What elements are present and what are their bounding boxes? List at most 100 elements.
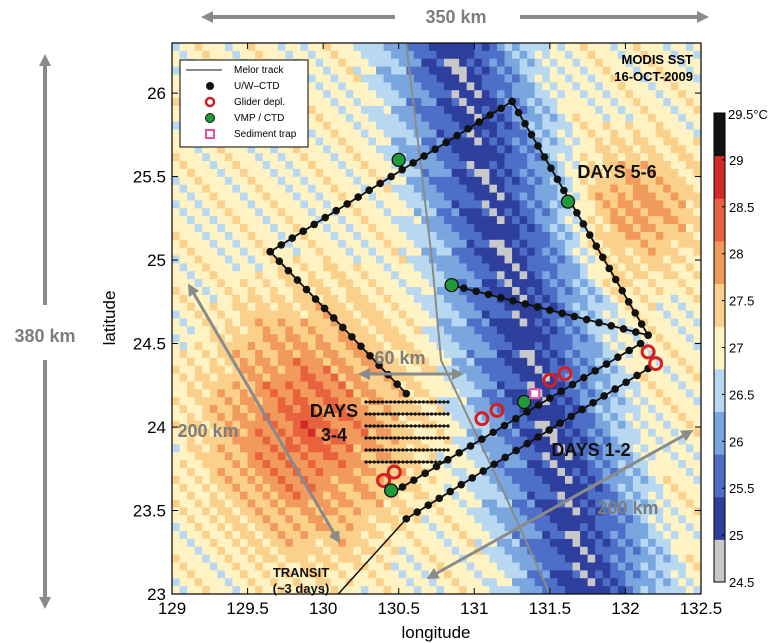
vmp-ctd-station — [444, 277, 459, 293]
days-3-4-point — [364, 424, 368, 428]
days-3-4-point — [417, 460, 421, 464]
days-3-4-point — [372, 448, 376, 452]
uw-ctd-point — [523, 408, 531, 416]
transit-track — [337, 518, 407, 594]
days-3-4-point — [384, 448, 389, 452]
glider-deployment-marker — [474, 411, 490, 427]
days-3-4-point — [446, 412, 450, 416]
x-tick-label: 130.5 — [377, 599, 420, 618]
days-3-4-point — [393, 460, 397, 464]
days-3-4-point — [446, 460, 450, 464]
uw-ctd-point — [578, 405, 586, 414]
days-3-4-point — [425, 448, 430, 452]
days-3-4-point — [393, 424, 397, 428]
uw-ctd-point — [558, 309, 566, 318]
days-3-4-point — [384, 436, 389, 440]
days-3-4-point — [417, 412, 421, 416]
x-tick-label: 132 — [611, 599, 639, 618]
days-3-4-point — [368, 400, 372, 404]
days-3-4-point — [430, 436, 434, 440]
days-3-4-point — [409, 424, 413, 428]
uw-ctd-point — [607, 322, 616, 330]
x-tick-label: 130 — [309, 599, 337, 618]
days-3-4-point — [425, 436, 430, 440]
uw-ctd-point — [432, 462, 441, 471]
days-3-4-point — [401, 448, 405, 452]
sediment-trap-marker — [529, 388, 541, 400]
map-title-line2: 16-OCT-2009 — [614, 69, 693, 84]
uw-ctd-point — [446, 487, 455, 496]
days-3-4-point — [409, 460, 413, 464]
days-3-4-point — [438, 436, 442, 440]
uw-ctd-point — [332, 206, 340, 215]
uw-ctd-point — [468, 474, 477, 482]
uw-ctd-point — [580, 373, 588, 382]
uw-ctd-point — [521, 300, 530, 308]
days-3-4-point — [446, 436, 450, 440]
days-3-4-point — [376, 400, 380, 404]
uw-ctd-point — [284, 266, 293, 275]
days-3-4-point — [364, 448, 368, 452]
uw-ctd-point — [398, 165, 406, 174]
days-3-4-point — [434, 460, 438, 464]
days-3-4-point — [397, 460, 401, 464]
mid-distance-label: 60 km — [374, 348, 425, 368]
days-3-4-point — [409, 400, 413, 404]
uw-ctd-point — [521, 119, 529, 128]
legend-vmp-label: VMP / CTD — [234, 113, 284, 124]
days-3-4-point — [425, 412, 430, 416]
days-3-4-point — [442, 424, 446, 428]
days-3-4-point — [368, 460, 372, 464]
uw-ctd-point — [579, 220, 588, 228]
uw-ctd-point — [475, 118, 483, 126]
uw-ctd-point — [413, 508, 422, 516]
right-diag-arrow — [426, 430, 694, 579]
colorbar-tick-label: 25 — [729, 528, 743, 543]
y-axis-label: latitude — [100, 291, 119, 346]
right-diag-distance-label: 200 km — [597, 498, 658, 518]
days-3-4-point — [372, 424, 376, 428]
uw-ctd-point — [534, 433, 542, 441]
y-tick-label: 25 — [147, 251, 166, 270]
uw-ctd-point — [375, 361, 383, 370]
days-3-4-point — [397, 412, 401, 416]
colorbar-segment — [714, 368, 725, 412]
days-3-4-point — [425, 400, 430, 404]
colorbar-segment — [714, 411, 725, 455]
days-3-4-point — [413, 400, 417, 404]
days-3-4-point — [397, 424, 401, 428]
days-3-4-point — [368, 436, 372, 440]
uw-ctd-point — [420, 152, 428, 160]
vmp-ctd-station — [560, 194, 576, 209]
days-3-4-point — [380, 400, 384, 404]
colorbar-tick-label: 27 — [729, 341, 743, 356]
days-3-4-point — [372, 400, 376, 404]
uw-ctd-point — [329, 314, 338, 322]
uw-ctd-point — [266, 247, 275, 256]
days-3-4-point — [413, 424, 417, 428]
days-3-4-point — [430, 460, 434, 464]
days-3-4-point — [421, 448, 425, 452]
uw-ctd-point — [547, 164, 555, 173]
days-5-6-label: DAYS 5-6 — [577, 162, 656, 182]
uw-ctd-point — [490, 460, 499, 469]
colorbar-tick-label: 24.5 — [729, 575, 754, 590]
days-3-4-point — [417, 424, 421, 428]
uw-ctd-point — [618, 286, 626, 295]
uw-ctd-point — [366, 351, 374, 360]
y-tick-label: 24.5 — [133, 335, 166, 354]
days-3-4-point — [405, 460, 409, 464]
colorbar-segment — [714, 539, 725, 583]
colorbar-tick-label: 26 — [729, 434, 743, 449]
uw-ctd-point — [442, 138, 450, 147]
days-3-4-point — [442, 400, 446, 404]
uw-ctd-point — [435, 494, 444, 503]
uw-ctd-point — [486, 111, 494, 119]
days-3-4-point — [389, 412, 393, 416]
uw-ctd-point — [310, 220, 319, 229]
uw-ctd-point — [421, 469, 429, 478]
legend: Melor track U/W–CTD Glider depl. VMP / C… — [179, 59, 309, 148]
uw-ctd-point — [479, 467, 488, 475]
uw-ctd-point — [567, 412, 575, 421]
